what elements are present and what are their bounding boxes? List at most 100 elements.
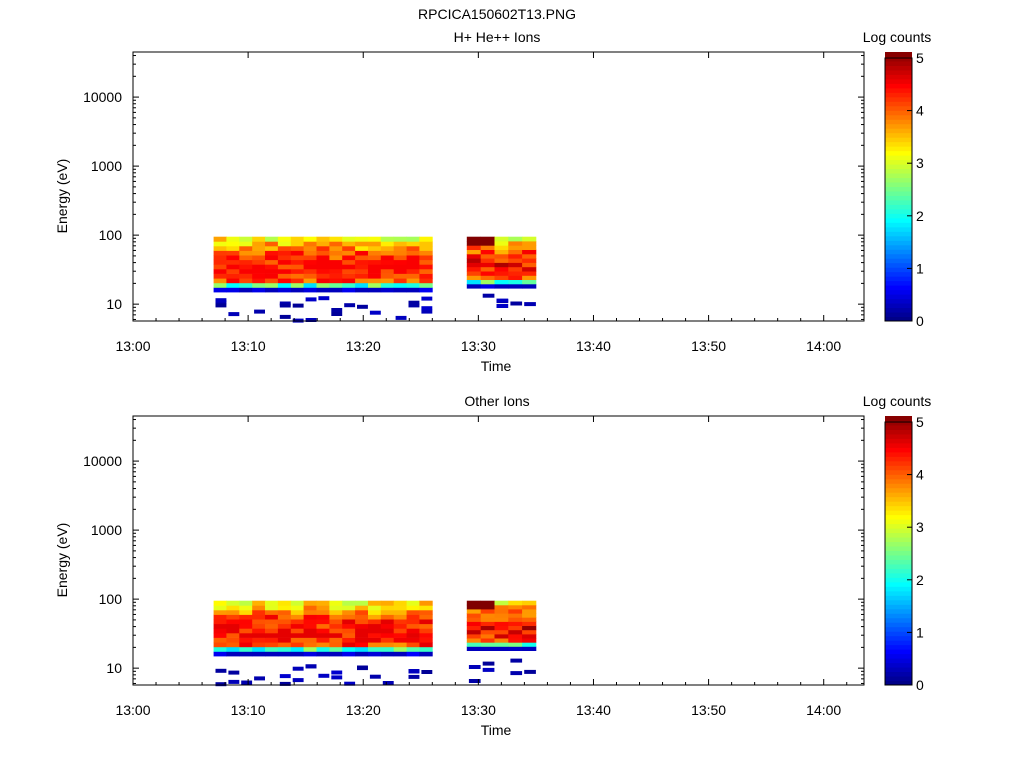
spectrogram-cell <box>265 632 279 638</box>
spectrogram-cell <box>239 259 253 265</box>
spectrogram-cell <box>380 600 395 606</box>
spectrogram-cell <box>316 236 330 242</box>
spectrogram-cell <box>522 617 537 622</box>
spectrogram-cell <box>380 282 395 288</box>
spectrogram-cell <box>406 259 420 265</box>
spectrogram-cell <box>508 604 523 610</box>
spectrogram-cell <box>277 619 292 625</box>
spectrogram-cell <box>508 249 523 255</box>
spectrogram-cell <box>342 287 356 293</box>
spectrogram-cell <box>380 273 395 279</box>
spectrogram-cell <box>355 651 369 657</box>
spectrogram-cell <box>406 628 420 634</box>
spectrogram-cell <box>213 278 227 284</box>
spectrogram-cell <box>265 637 279 643</box>
colorbar-swatch <box>885 626 912 632</box>
spectrogram-cell <box>213 632 227 638</box>
spectrogram-cell <box>393 259 407 265</box>
spectrogram-cell <box>316 278 330 284</box>
spectrogram-cell <box>466 604 481 610</box>
spectrogram-cell <box>213 245 227 251</box>
spectrogram-cell <box>406 623 420 629</box>
spectrogram-cell <box>368 287 382 293</box>
spectrogram-cell <box>329 623 343 629</box>
spectrogram-cell <box>406 605 420 611</box>
spectrogram-cell <box>508 253 523 259</box>
spectrogram-cell <box>290 264 305 270</box>
colorbar-swatch <box>885 653 912 659</box>
spectrogram-cell <box>406 250 420 256</box>
spectrogram-cell <box>380 287 395 293</box>
spectrogram-cell <box>226 282 240 288</box>
spectrogram-cell <box>213 250 227 256</box>
spectrogram-cell <box>421 309 433 314</box>
spectrogram-cell <box>239 236 253 242</box>
spectrogram-cell <box>213 651 227 657</box>
spectrogram-cell <box>355 642 369 648</box>
spectrogram-cell <box>252 278 266 284</box>
colorbar-swatch <box>885 204 912 210</box>
colorbar-swatch <box>885 217 912 223</box>
spectrogram-cell <box>239 282 253 288</box>
spectrogram-cell <box>380 259 395 265</box>
spectrogram-cell <box>265 255 279 261</box>
spectrogram-cell <box>213 628 227 634</box>
spectrogram-cell <box>419 651 433 657</box>
spectrogram-cell <box>406 619 420 625</box>
spectrogram-cell <box>494 638 509 643</box>
spectrogram-cell <box>419 287 433 293</box>
spectrogram-cell <box>277 259 292 265</box>
spectrogram-cell <box>342 268 356 274</box>
colorbar-swatch <box>885 96 912 102</box>
spectrogram-cell <box>303 259 317 265</box>
spectrogram-cell <box>522 245 537 250</box>
spectrogram-cell <box>277 600 292 606</box>
spectrogram-cell <box>368 646 382 652</box>
spectrogram-cell <box>290 614 305 620</box>
spectrogram-cell <box>480 253 495 259</box>
spectrogram-cell <box>329 632 343 638</box>
spectrogram-cell <box>252 236 266 242</box>
spectrogram-cell <box>522 266 537 272</box>
spectrogram-cell <box>355 241 369 247</box>
spectrogram-cell <box>342 600 356 606</box>
spectrogram-cell <box>290 637 305 643</box>
spectrogram-cell <box>277 646 292 652</box>
spectrogram-cell <box>215 668 227 673</box>
spectrogram-cell <box>277 278 292 284</box>
colorbar-swatch <box>885 222 912 228</box>
spectrogram-cell <box>393 646 407 652</box>
spectrogram-cell <box>290 236 305 242</box>
spectrogram-cell <box>421 306 433 311</box>
spectrogram-cell <box>368 264 382 270</box>
colorbar-frame <box>884 421 913 686</box>
spectrogram-cell <box>318 296 330 301</box>
spectrogram-cell <box>303 632 317 638</box>
spectrogram-cell <box>466 600 481 606</box>
spectrogram-cell <box>408 300 420 305</box>
spectrogram-cell <box>316 646 330 652</box>
spectrogram-cell <box>480 249 495 255</box>
spectrogram-cell <box>494 600 509 606</box>
colorbar-swatch <box>885 680 912 686</box>
spectrogram-cell <box>419 245 433 251</box>
spectrogram-cell <box>508 279 523 285</box>
spectrogram-cell <box>303 651 317 657</box>
spectrogram-cell <box>316 642 330 648</box>
spectrogram-cell <box>421 670 433 674</box>
x-tick-label: 13:40 <box>576 702 611 718</box>
colorbar-swatch <box>885 559 912 565</box>
spectrogram-cell <box>496 298 509 303</box>
spectrogram-cell <box>380 245 395 251</box>
spectrogram-cell <box>344 303 356 308</box>
spectrogram-cell <box>239 600 253 606</box>
colorbar-swatch <box>885 83 912 89</box>
spectrogram-cell <box>265 600 279 606</box>
spectrogram-cell <box>368 619 382 625</box>
spectrogram-cell <box>342 245 356 251</box>
colorbar-swatch <box>885 159 912 165</box>
spectrogram-cell <box>279 314 291 319</box>
spectrogram-cell <box>508 629 523 635</box>
spectrogram-cell <box>480 629 495 635</box>
colorbar-swatch <box>885 456 912 462</box>
